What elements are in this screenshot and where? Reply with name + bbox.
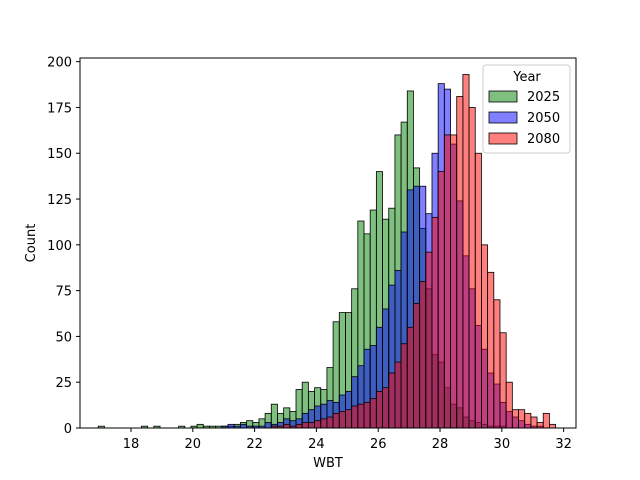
- legend-label-2025: 2025: [527, 90, 560, 105]
- y-tick-label: 175: [47, 101, 72, 116]
- bar-2080-44: [369, 398, 377, 429]
- bar-2080-72: [542, 412, 550, 429]
- bar-2080-36: [320, 418, 328, 429]
- bar-2080-70: [530, 416, 538, 429]
- x-tick-label: 26: [370, 437, 387, 452]
- bar-2080-46: [382, 387, 390, 429]
- y-tick-label: 50: [55, 330, 72, 345]
- bar-2080-54: [431, 216, 439, 429]
- bar-2050-27: [264, 422, 272, 429]
- bar-2080-30: [283, 423, 291, 429]
- bar-2080-32: [295, 423, 303, 429]
- bar-2080-52: [419, 281, 427, 429]
- bar-2080-42: [357, 403, 365, 429]
- bar-2025-16: [196, 423, 204, 429]
- bar-2080-67: [511, 409, 519, 429]
- bar-2080-56: [443, 134, 451, 429]
- x-axis-label: WBT: [313, 456, 343, 471]
- bar-2080-60: [468, 107, 476, 429]
- bar-2080-48: [394, 361, 402, 429]
- legend-swatch-2025: [488, 90, 518, 103]
- bar-2080-41: [351, 405, 359, 429]
- bar-2080-73: [549, 423, 556, 429]
- bar-2080-62: [481, 244, 489, 429]
- legend-items: 2025 2050 2080: [488, 90, 560, 147]
- x-axis-ticks: 18 20 22 24 26 28 30 32: [123, 428, 572, 452]
- bar-2080-64: [493, 299, 501, 429]
- y-tick-label: 200: [47, 56, 72, 71]
- legend-swatch-2080: [488, 132, 518, 145]
- y-axis-label: Count: [24, 224, 39, 263]
- x-tick-label: 22: [246, 437, 263, 452]
- bar-2080-39: [338, 411, 346, 429]
- bar-2080-38: [332, 412, 340, 429]
- x-tick-label: 28: [432, 437, 449, 452]
- y-tick-label: 0: [64, 422, 72, 437]
- bar-2080-57: [450, 134, 458, 429]
- bar-2080-55: [437, 171, 445, 429]
- bar-2080-65: [499, 332, 507, 429]
- bar-2080-71: [536, 422, 544, 429]
- bar-2080-40: [345, 409, 353, 429]
- bar-2080-33: [301, 422, 309, 429]
- legend-box: [482, 64, 571, 154]
- bar-2080-49: [400, 343, 408, 429]
- bar-2080-59: [462, 74, 470, 429]
- bar-2080-45: [375, 390, 383, 429]
- bar-2080-61: [474, 152, 482, 429]
- y-tick-label: 75: [55, 285, 72, 300]
- y-tick-label: 150: [47, 147, 72, 162]
- x-tick-label: 24: [308, 437, 325, 452]
- x-tick-label: 18: [123, 437, 140, 452]
- bar-2050-23: [239, 423, 247, 429]
- bar-2080-51: [413, 303, 421, 429]
- bar-2080-53: [425, 251, 433, 429]
- plot-frame: [79, 57, 577, 429]
- legend: Year 2025 2050 2080: [482, 64, 571, 154]
- bar-2080-37: [326, 416, 334, 429]
- bar-2080-58: [456, 96, 464, 429]
- legend-label-2050: 2050: [527, 111, 560, 126]
- legend-title: Year: [512, 70, 541, 85]
- y-tick-label: 25: [55, 376, 72, 391]
- bar-2080-43: [363, 401, 371, 429]
- y-tick-label: 100: [47, 239, 72, 254]
- legend-label-2080: 2080: [527, 132, 560, 147]
- y-tick-label: 125: [47, 193, 72, 208]
- bar-2080-50: [406, 326, 414, 429]
- bar-2080-66: [505, 381, 513, 429]
- legend-swatch-2050: [488, 111, 518, 124]
- bar-2080-63: [487, 271, 495, 429]
- bar-2080-69: [524, 412, 532, 429]
- bar-2080-34: [307, 422, 315, 429]
- x-tick-label: 30: [494, 437, 511, 452]
- y-axis-ticks: 0 25 50 75 100 125 150 175 200: [47, 56, 80, 437]
- x-tick-label: 20: [185, 437, 202, 452]
- bar-2080-47: [388, 372, 396, 429]
- bar-2050-21: [227, 423, 235, 429]
- bar-2080-35: [314, 420, 322, 429]
- x-tick-label: 32: [555, 437, 572, 452]
- bar-2080-68: [518, 409, 526, 429]
